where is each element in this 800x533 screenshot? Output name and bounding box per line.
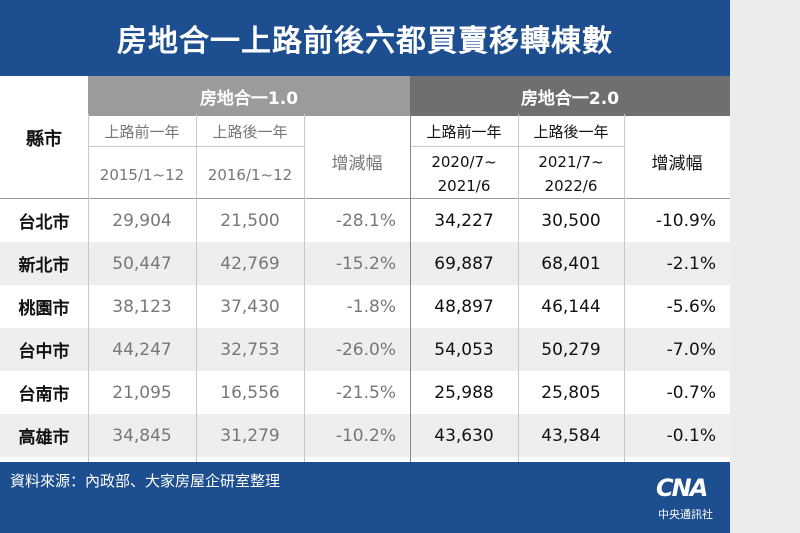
value-cell: 43,630 bbox=[434, 425, 494, 446]
county-cell: 高雄市 bbox=[18, 428, 70, 448]
value-cell: 25,805 bbox=[541, 382, 601, 403]
value-cell: 21,500 bbox=[220, 210, 280, 231]
value-cell: 25,988 bbox=[434, 382, 494, 403]
change-cell: -21.5% bbox=[335, 382, 396, 403]
change-cell: -10.2% bbox=[335, 425, 396, 446]
change-cell: -5.6% bbox=[666, 296, 716, 317]
change-cell: -1.8% bbox=[346, 296, 396, 317]
g2-before-period-line2: 2021/6 bbox=[437, 177, 491, 195]
column-divider bbox=[518, 114, 519, 462]
cna-logo-name: 中央通訊社 bbox=[658, 508, 713, 521]
value-cell: 46,144 bbox=[541, 296, 601, 317]
value-cell: 69,887 bbox=[434, 253, 494, 274]
value-cell: 42,769 bbox=[220, 253, 280, 274]
change-cell: -7.0% bbox=[666, 339, 716, 360]
g2-before-header: 上路前一年 bbox=[426, 122, 502, 141]
table-row: 新北市 50,447 42,769 -15.2% 69,887 68,401 -… bbox=[0, 242, 730, 285]
county-cell: 台南市 bbox=[18, 385, 70, 405]
header-bottom-rule bbox=[0, 198, 730, 199]
header-divider bbox=[410, 146, 624, 147]
change-cell: -26.0% bbox=[335, 339, 396, 360]
cna-logo: CNA 中央通訊社 bbox=[652, 474, 732, 526]
county-cell: 新北市 bbox=[18, 256, 70, 276]
g1-change-header: 增減幅 bbox=[331, 153, 383, 174]
change-cell: -15.2% bbox=[335, 253, 396, 274]
group-header-2: 房地合一2.0 bbox=[410, 76, 730, 116]
g2-before-period-line1: 2020/7~ bbox=[431, 153, 497, 171]
g2-after-period-line2: 2022/6 bbox=[544, 177, 598, 195]
value-cell: 44,247 bbox=[112, 339, 172, 360]
page-title: 房地合一上路前後六都買賣移轉棟數 bbox=[0, 0, 730, 76]
county-column-header: 縣市 bbox=[26, 129, 62, 150]
g2-after-period-line1: 2021/7~ bbox=[538, 153, 604, 171]
footer: 資料來源：內政部、大家房屋企研室整理 bbox=[0, 462, 730, 533]
value-cell: 31,279 bbox=[220, 425, 280, 446]
change-cell: -0.1% bbox=[666, 425, 716, 446]
value-cell: 34,227 bbox=[434, 210, 494, 231]
value-cell: 32,753 bbox=[220, 339, 280, 360]
change-cell: -28.1% bbox=[335, 210, 396, 231]
group-header-1: 房地合一1.0 bbox=[88, 76, 410, 116]
side-margin bbox=[730, 0, 800, 533]
value-cell: 38,123 bbox=[112, 296, 172, 317]
column-divider bbox=[196, 114, 197, 462]
value-cell: 50,279 bbox=[541, 339, 601, 360]
cna-logo-mark: CNA bbox=[656, 474, 708, 502]
column-divider bbox=[410, 114, 411, 462]
value-cell: 37,430 bbox=[220, 296, 280, 317]
g2-change-header: 增減幅 bbox=[651, 153, 703, 174]
table-row: 台北市 29,904 21,500 -28.1% 34,227 30,500 -… bbox=[0, 199, 730, 242]
value-cell: 16,556 bbox=[220, 382, 280, 403]
source-note: 資料來源：內政部、大家房屋企研室整理 bbox=[10, 472, 281, 490]
value-cell: 43,584 bbox=[541, 425, 601, 446]
value-cell: 68,401 bbox=[541, 253, 601, 274]
change-cell: -2.1% bbox=[666, 253, 716, 274]
change-cell: -0.7% bbox=[666, 382, 716, 403]
data-table: 房地合一1.0 房地合一2.0 縣市 上路前一年 上路後一年 2015/1~12… bbox=[0, 76, 730, 462]
value-cell: 21,095 bbox=[112, 382, 172, 403]
value-cell: 54,053 bbox=[434, 339, 494, 360]
g2-after-header: 上路後一年 bbox=[533, 122, 609, 141]
table-row: 台南市 21,095 16,556 -21.5% 25,988 25,805 -… bbox=[0, 371, 730, 414]
value-cell: 30,500 bbox=[541, 210, 601, 231]
table-row: 桃園市 38,123 37,430 -1.8% 48,897 46,144 -5… bbox=[0, 285, 730, 328]
value-cell: 48,897 bbox=[434, 296, 494, 317]
county-cell: 台中市 bbox=[18, 342, 70, 362]
value-cell: 50,447 bbox=[112, 253, 172, 274]
g1-after-header: 上路後一年 bbox=[212, 122, 288, 141]
table-row: 台中市 44,247 32,753 -26.0% 54,053 50,279 -… bbox=[0, 328, 730, 371]
column-divider bbox=[624, 114, 625, 462]
column-divider bbox=[304, 114, 305, 462]
g1-before-header: 上路前一年 bbox=[104, 122, 180, 141]
value-cell: 29,904 bbox=[112, 210, 172, 231]
g1-before-period: 2015/1~12 bbox=[99, 166, 185, 184]
column-divider bbox=[88, 114, 89, 462]
county-cell: 台北市 bbox=[18, 213, 70, 233]
table-row: 高雄市 34,845 31,279 -10.2% 43,630 43,584 -… bbox=[0, 414, 730, 457]
change-cell: -10.9% bbox=[655, 210, 716, 231]
value-cell: 34,845 bbox=[112, 425, 172, 446]
g1-after-period: 2016/1~12 bbox=[207, 166, 293, 184]
county-cell: 桃園市 bbox=[18, 299, 70, 319]
